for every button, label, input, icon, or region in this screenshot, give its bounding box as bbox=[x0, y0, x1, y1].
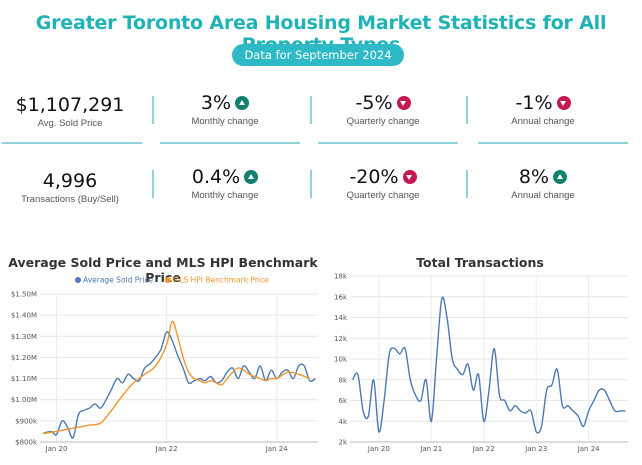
stat-value: -1% bbox=[515, 92, 553, 114]
stat-monthly-change-price: 3% Monthly change bbox=[160, 92, 290, 127]
x-tick-label: Jan 24 bbox=[265, 445, 288, 453]
series-line bbox=[42, 320, 310, 435]
arrow-down-icon bbox=[396, 96, 411, 110]
y-tick-label: 12k bbox=[334, 335, 348, 343]
stat-monthly-change-transactions: 0.4% Monthly change bbox=[160, 166, 290, 201]
transactions-chart: 2k 4k 6k 8k 10k 12k 14k 16k 18k Jan 20 Jan 21 Jan 2… bbox=[334, 273, 628, 453]
y-tick-label: $900k bbox=[15, 417, 38, 425]
arrow-down-icon bbox=[556, 96, 571, 110]
chart-title-price: Average Sold Price and MLS HPI Benchmark… bbox=[8, 255, 318, 285]
y-tick-label: $800k bbox=[15, 439, 38, 447]
legend-marker bbox=[164, 277, 171, 283]
stat-value: 3% bbox=[200, 92, 232, 114]
stat-transactions: 4,996 Transactions (Buy/Sell) bbox=[0, 170, 140, 205]
divider bbox=[466, 170, 468, 198]
y-tick-label: 4k bbox=[338, 418, 347, 426]
stat-annual-change-transactions: 8% Annual change bbox=[478, 166, 608, 201]
divider bbox=[310, 170, 312, 198]
y-tick-label: 14k bbox=[334, 314, 348, 322]
y-tick-label: 8k bbox=[338, 376, 347, 384]
x-tick-label: Jan 24 bbox=[577, 445, 600, 453]
arrow-down-icon bbox=[402, 170, 417, 184]
x-tick-label: Jan 22 bbox=[155, 445, 178, 453]
y-tick-label: $1.20M bbox=[11, 354, 37, 362]
x-tick-label: Jan 22 bbox=[472, 445, 495, 453]
stat-value: -20% bbox=[349, 166, 399, 188]
stat-value: 4,996 bbox=[42, 170, 98, 192]
divider bbox=[152, 170, 154, 198]
stat-label: Avg. Sold Price bbox=[37, 118, 103, 129]
stat-label: Transactions (Buy/Sell) bbox=[21, 194, 119, 205]
x-tick-label: Jan 23 bbox=[524, 445, 547, 453]
stat-label: Quarterly change bbox=[346, 116, 420, 127]
stat-label: Annual change bbox=[511, 116, 575, 127]
stat-value: 8% bbox=[518, 166, 550, 188]
price-chart: $800k $900k $1.00M $1.10M $1.20M $1.30M $1.40M… bbox=[11, 276, 318, 453]
divider bbox=[318, 142, 458, 144]
stat-annual-change-price: -1% Annual change bbox=[478, 92, 608, 127]
y-tick-label: 10k bbox=[334, 356, 348, 364]
x-tick-label: Jan 21 bbox=[419, 445, 442, 453]
stat-value: $1,107,291 bbox=[15, 94, 125, 116]
divider bbox=[478, 142, 628, 144]
y-tick-label: 16k bbox=[334, 293, 348, 301]
y-tick-label: 18k bbox=[334, 273, 348, 281]
divider bbox=[466, 96, 468, 124]
legend-marker bbox=[75, 277, 81, 283]
divider bbox=[152, 96, 154, 124]
series-line bbox=[42, 331, 316, 439]
stat-quarterly-change-transactions: -20% Quarterly change bbox=[318, 166, 448, 201]
y-tick-label: 6k bbox=[338, 397, 347, 405]
legend-label: Average Sold Price bbox=[83, 276, 153, 285]
divider bbox=[160, 142, 300, 144]
stat-value: 0.4% bbox=[191, 166, 241, 188]
stat-value: -5% bbox=[355, 92, 393, 114]
arrow-up-icon bbox=[244, 170, 259, 184]
date-badge: Data for September 2024 bbox=[232, 44, 404, 66]
stat-avg-price: $1,107,291 Avg. Sold Price bbox=[0, 94, 140, 129]
y-tick-label: $1.50M bbox=[11, 291, 37, 299]
y-tick-label: $1.00M bbox=[11, 396, 37, 404]
x-tick-label: Jan 20 bbox=[45, 445, 68, 453]
y-tick-label: $1.40M bbox=[11, 312, 37, 320]
series-line bbox=[352, 296, 626, 434]
stat-label: Monthly change bbox=[191, 116, 259, 127]
stat-label: Annual change bbox=[511, 190, 575, 201]
x-tick-label: Jan 20 bbox=[367, 445, 390, 453]
y-tick-label: 2k bbox=[338, 439, 347, 447]
chart-title-transactions: Total Transactions bbox=[416, 255, 544, 270]
stat-label: Monthly change bbox=[191, 190, 259, 201]
y-tick-label: $1.10M bbox=[11, 375, 37, 383]
divider bbox=[310, 96, 312, 124]
stat-quarterly-change-price: -5% Quarterly change bbox=[318, 92, 448, 127]
stat-label: Quarterly change bbox=[346, 190, 420, 201]
divider bbox=[2, 142, 142, 144]
arrow-up-icon bbox=[553, 170, 568, 184]
legend-label: MLS HPI Benchmark Price bbox=[173, 276, 269, 285]
arrow-up-icon bbox=[235, 96, 250, 110]
y-tick-label: $1.30M bbox=[11, 333, 37, 341]
